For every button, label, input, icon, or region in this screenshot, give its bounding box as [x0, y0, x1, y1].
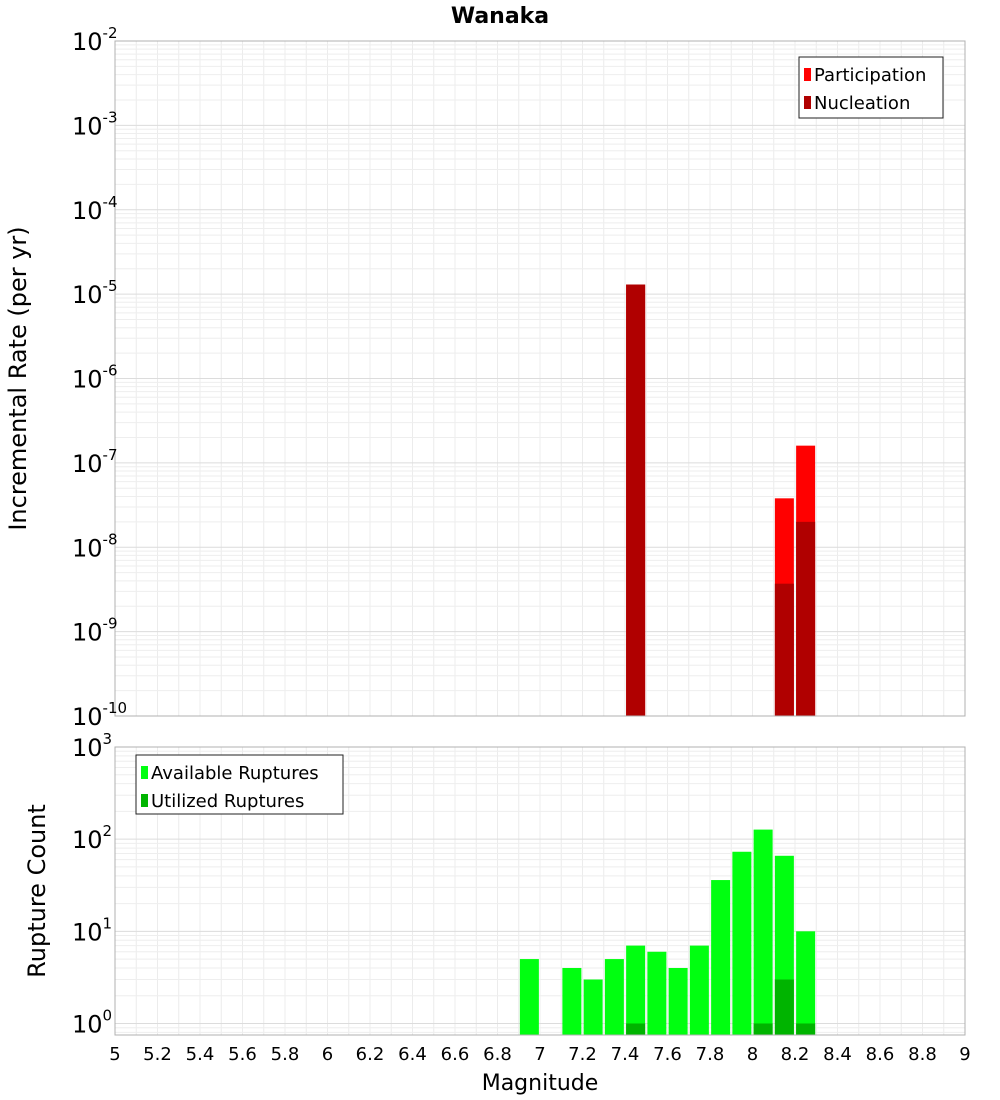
legend-swatch [141, 766, 148, 779]
bottom-y-axis-label: Rupture Count [23, 804, 51, 978]
y-tick-label: 10-2 [72, 24, 118, 56]
x-tick-label: 7.8 [696, 1044, 725, 1065]
legend-label: Nucleation [814, 93, 910, 114]
y-tick-label: 10-3 [72, 108, 118, 140]
x-tick-label: 5.4 [186, 1044, 215, 1065]
bar-available-ruptures-7.15 [562, 967, 582, 1035]
legend-swatch [804, 68, 811, 81]
y-tick-label: 101 [72, 914, 112, 946]
y-tick-label: 10-7 [72, 446, 118, 478]
legend-label: Utilized Ruptures [151, 791, 304, 812]
legend-label: Participation [814, 65, 926, 86]
x-tick-label: 6.8 [483, 1044, 512, 1065]
top-grid [114, 40, 966, 717]
legend-swatch [141, 794, 148, 807]
bar-nucleation-7.45 [626, 284, 646, 716]
y-tick-label: 10-4 [72, 193, 118, 225]
bar-available-ruptures-7.65 [668, 967, 688, 1035]
x-tick-label: 6.2 [356, 1044, 385, 1065]
bottom-legend: Available Ruptures Utilized Ruptures [135, 754, 344, 815]
bottom-bars [519, 829, 816, 1035]
top-y-ticks: 10-10 10-9 10-8 10-7 10-6 10-5 10-4 10-3 10-2 [72, 24, 127, 731]
top-y-axis-label: Incremental Rate (per yr) [4, 226, 32, 530]
bar-nucleation-8.15 [774, 583, 794, 716]
bar-nucleation-8.25 [796, 521, 816, 716]
x-tick-label: 7.6 [653, 1044, 682, 1065]
x-tick-label: 7 [534, 1044, 545, 1065]
legend-swatch [804, 96, 811, 109]
y-tick-label: 103 [72, 730, 112, 762]
bar-available-ruptures-7.25 [583, 979, 603, 1035]
participation-nucleation-panel: 10-10 10-9 10-8 10-7 10-6 10-5 10-4 10-3 10-2 In… [4, 24, 966, 731]
chart-title: Wanaka [451, 4, 549, 29]
x-tick-label: 7.2 [568, 1044, 597, 1065]
x-axis-label: Magnitude [482, 1071, 599, 1096]
y-tick-label: 100 [72, 1006, 112, 1038]
x-tick-label: 5 [109, 1044, 120, 1065]
legend-box [135, 754, 344, 815]
y-tick-label: 10-10 [72, 699, 127, 731]
legend-label: Available Ruptures [151, 763, 319, 784]
bar-available-ruptures-6.95 [519, 959, 539, 1035]
rupture-count-panel: 100 101 102 103 Rupture Count Available Rup… [23, 730, 966, 1038]
top-legend: Participation Nucleation [798, 56, 944, 119]
bar-available-ruptures-7.35 [604, 959, 624, 1035]
bar-utilized-ruptures-7.45 [626, 1023, 646, 1035]
top-plot-frame [114, 40, 966, 717]
bar-utilized-ruptures-8.05 [753, 1023, 773, 1035]
bar-available-ruptures-7.75 [689, 945, 709, 1035]
x-tick-label: 6.4 [398, 1044, 427, 1065]
y-tick-label: 10-6 [72, 362, 118, 394]
bar-available-ruptures-7.95 [732, 851, 752, 1035]
y-tick-label: 10-8 [72, 530, 118, 562]
x-tick-label: 7.4 [611, 1044, 640, 1065]
x-tick-label: 5.8 [271, 1044, 300, 1065]
bar-available-ruptures-7.55 [647, 951, 667, 1035]
bottom-y-ticks: 100 101 102 103 [72, 730, 112, 1038]
y-tick-label: 102 [72, 822, 112, 854]
bar-utilized-ruptures-8.15 [774, 979, 794, 1035]
x-tick-label: 8.2 [781, 1044, 810, 1065]
bar-utilized-ruptures-8.25 [796, 1023, 816, 1035]
x-tick-label: 6.6 [441, 1044, 470, 1065]
x-tick-label: 8.6 [866, 1044, 895, 1065]
top-bars [626, 284, 816, 716]
bar-available-ruptures-8.25 [796, 931, 816, 1035]
y-tick-label: 10-9 [72, 615, 118, 647]
x-tick-label: 8.8 [908, 1044, 937, 1065]
x-ticks: 5 5.2 5.4 5.6 5.8 6 6.2 6.4 6.6 6.8 7 7.2 7.4 7.6 7.8 8… [109, 1044, 970, 1065]
x-tick-label: 8.4 [823, 1044, 852, 1065]
legend-box [798, 56, 944, 119]
bottom-plot-frame [114, 746, 966, 1036]
x-tick-label: 6 [322, 1044, 333, 1065]
bar-available-ruptures-8.05 [753, 829, 773, 1035]
x-tick-label: 5.2 [143, 1044, 172, 1065]
bar-available-ruptures-7.85 [711, 880, 731, 1035]
x-tick-label: 9 [959, 1044, 970, 1065]
y-tick-label: 10-5 [72, 277, 118, 309]
x-tick-label: 8 [747, 1044, 758, 1065]
x-tick-label: 5.6 [228, 1044, 257, 1065]
bar-available-ruptures-7.45 [626, 945, 646, 1035]
